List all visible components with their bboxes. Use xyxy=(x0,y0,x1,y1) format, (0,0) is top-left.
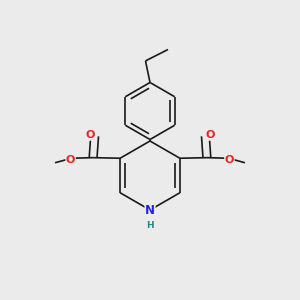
Text: H: H xyxy=(146,221,154,230)
Text: N: N xyxy=(145,203,155,217)
Text: O: O xyxy=(85,130,95,140)
Text: O: O xyxy=(205,130,214,140)
Text: O: O xyxy=(225,155,234,165)
Text: O: O xyxy=(66,155,75,165)
